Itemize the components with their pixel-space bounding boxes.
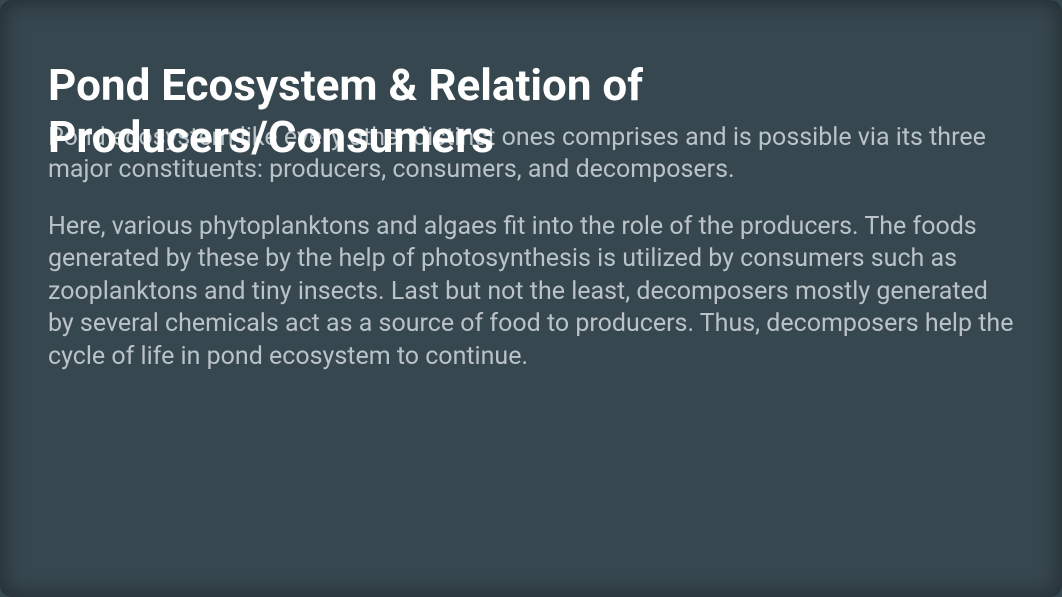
slide-card: Pond Ecosystem & Relation of Producers/C… bbox=[0, 0, 1062, 597]
paragraph-2: Here, various phytoplanktons and algaes … bbox=[48, 211, 1014, 374]
slide-heading: Pond Ecosystem & Relation of Producers/C… bbox=[48, 60, 1014, 164]
